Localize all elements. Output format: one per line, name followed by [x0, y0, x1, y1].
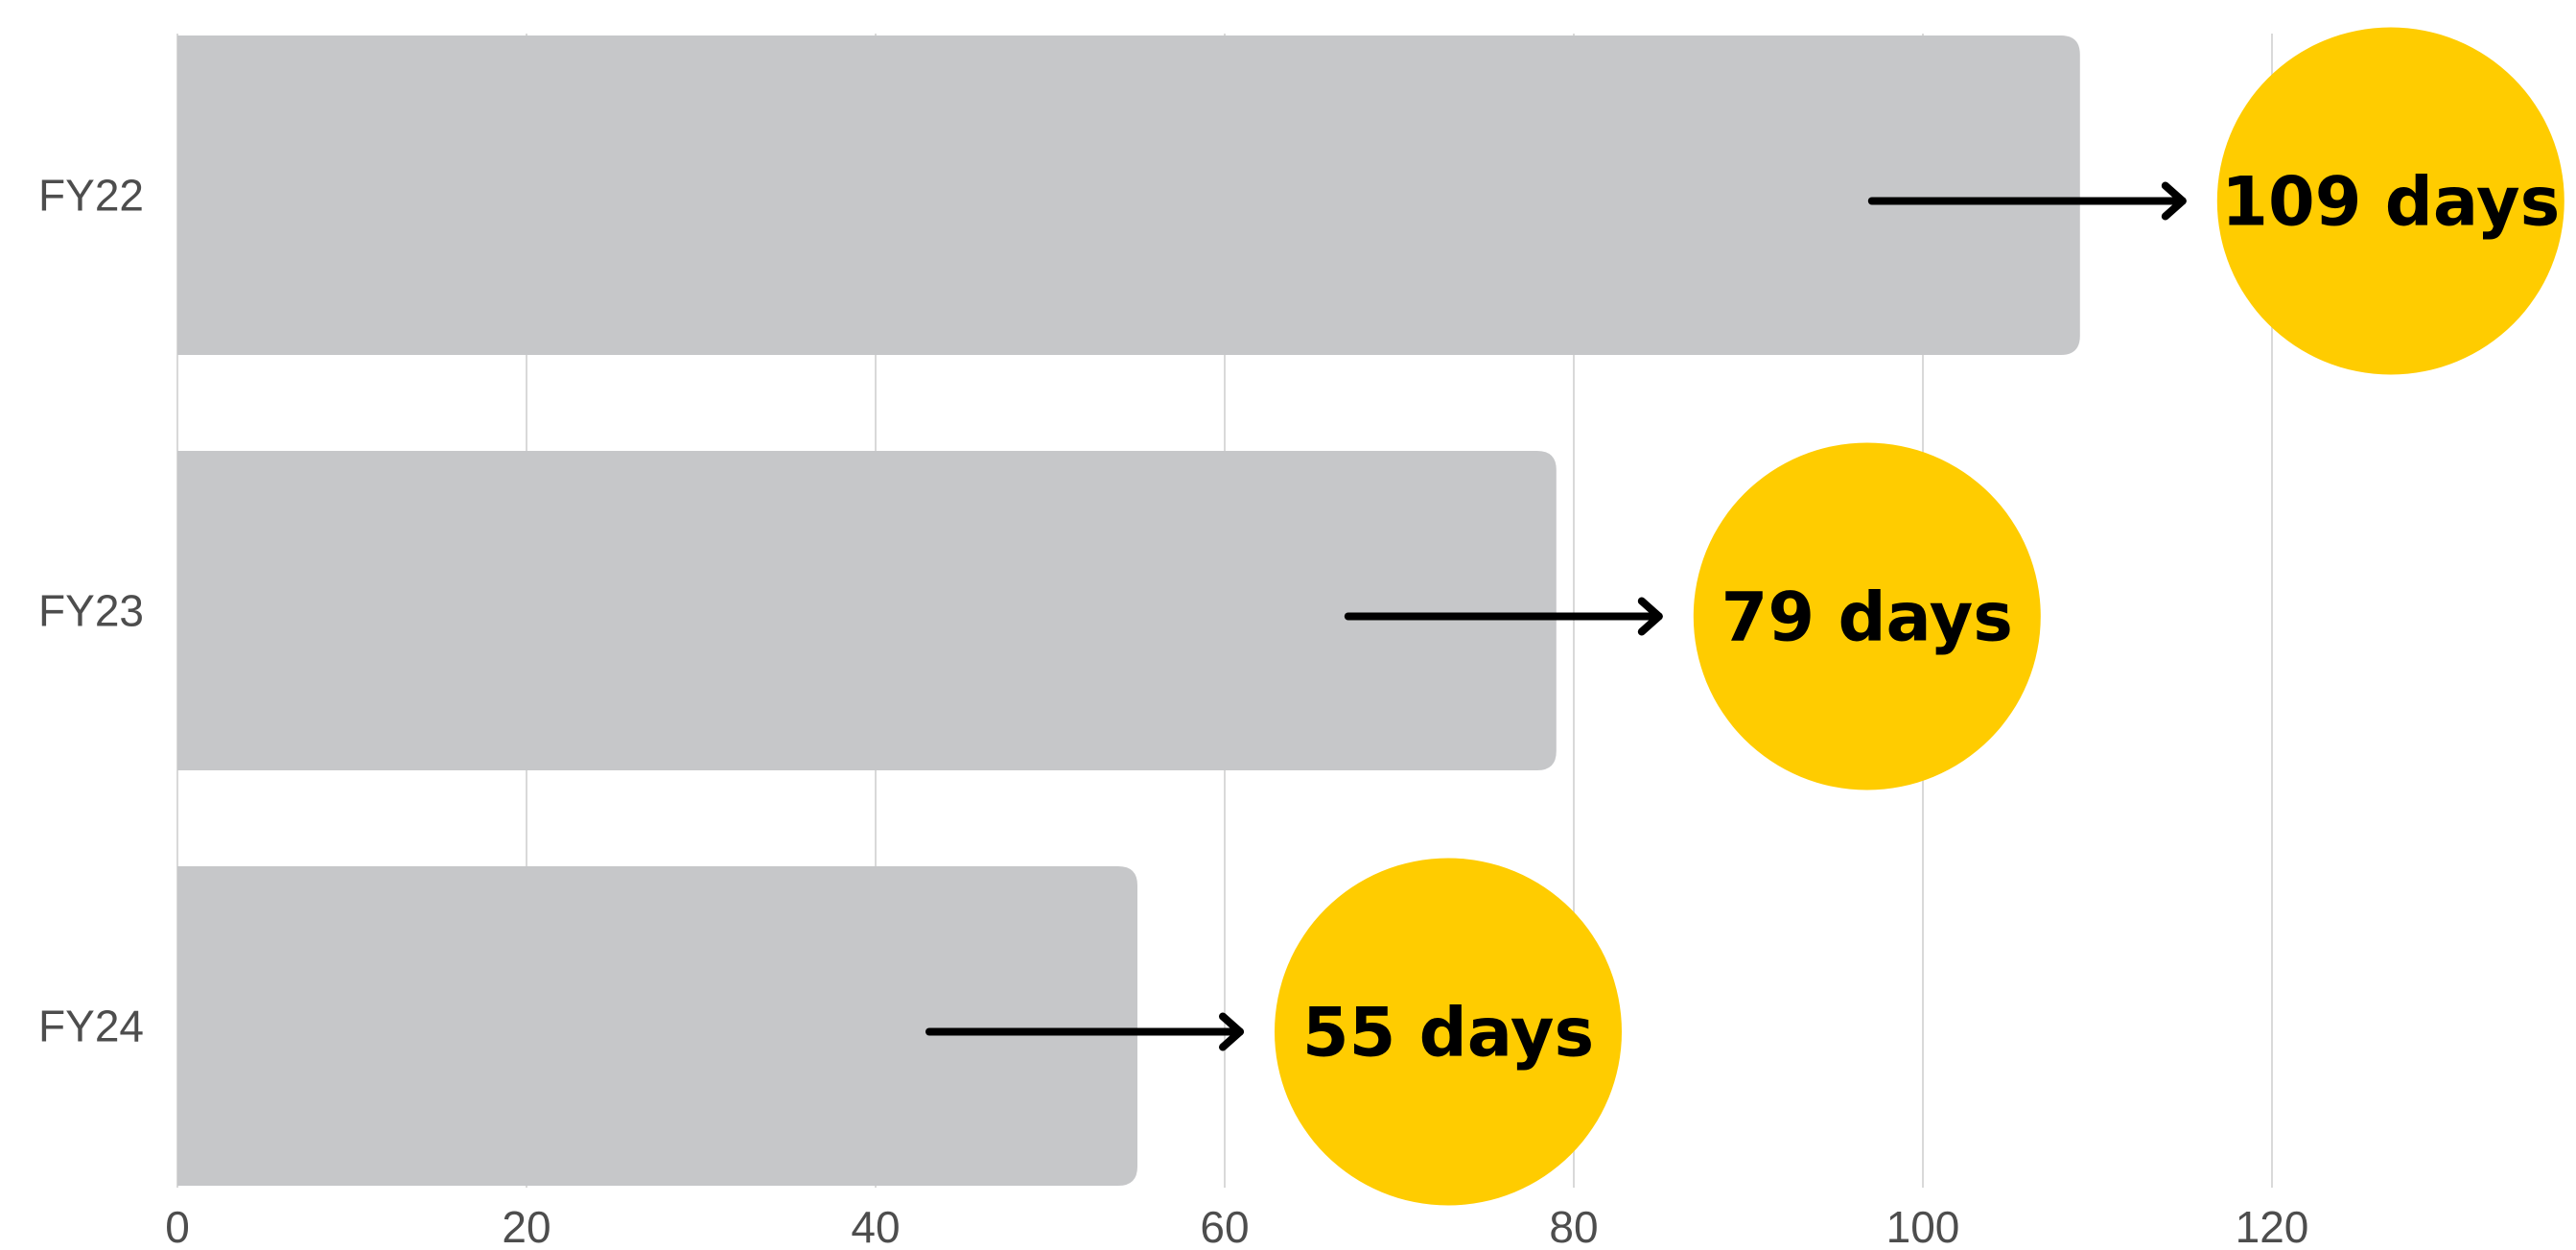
- bar-fy23: [177, 451, 1557, 770]
- value-label-fy24: 55 days: [1302, 994, 1594, 1073]
- x-tick-label-0: 0: [165, 1202, 190, 1250]
- arrow-fy22: [1867, 181, 2187, 221]
- value-badge-fy23: [1693, 442, 2041, 790]
- x-axis-tick-labels: 0 20 40 60 80 100 120: [165, 1202, 2308, 1250]
- bar-fy24: [177, 866, 1137, 1186]
- x-tick-label-20: 20: [502, 1202, 550, 1250]
- x-tick-label-40: 40: [851, 1202, 900, 1250]
- category-label-fy24: FY24: [38, 1002, 144, 1051]
- bars: [177, 35, 2080, 1186]
- value-label-fy22: 109 days: [2221, 163, 2560, 242]
- value-badge-fy24: [1275, 858, 1622, 1206]
- category-label-fy22: FY22: [38, 171, 144, 221]
- arrow-fy24: [925, 1012, 1244, 1051]
- value-badge-fy22: [2216, 27, 2564, 375]
- value-badges: 109 days 79 days 55 days: [1275, 27, 2564, 1206]
- category-label-fy23: FY23: [38, 586, 144, 636]
- category-labels: FY22 FY23 FY24: [38, 171, 144, 1051]
- arrows: [925, 181, 2187, 1051]
- value-label-fy23: 79 days: [1721, 578, 2013, 657]
- bar-fy22: [177, 35, 2080, 355]
- arrow-fy23: [1344, 597, 1663, 636]
- x-tick-label-120: 120: [2236, 1202, 2309, 1250]
- x-tick-label-60: 60: [1200, 1202, 1249, 1250]
- x-tick-label-80: 80: [1549, 1202, 1598, 1250]
- x-tick-label-100: 100: [1886, 1202, 1960, 1250]
